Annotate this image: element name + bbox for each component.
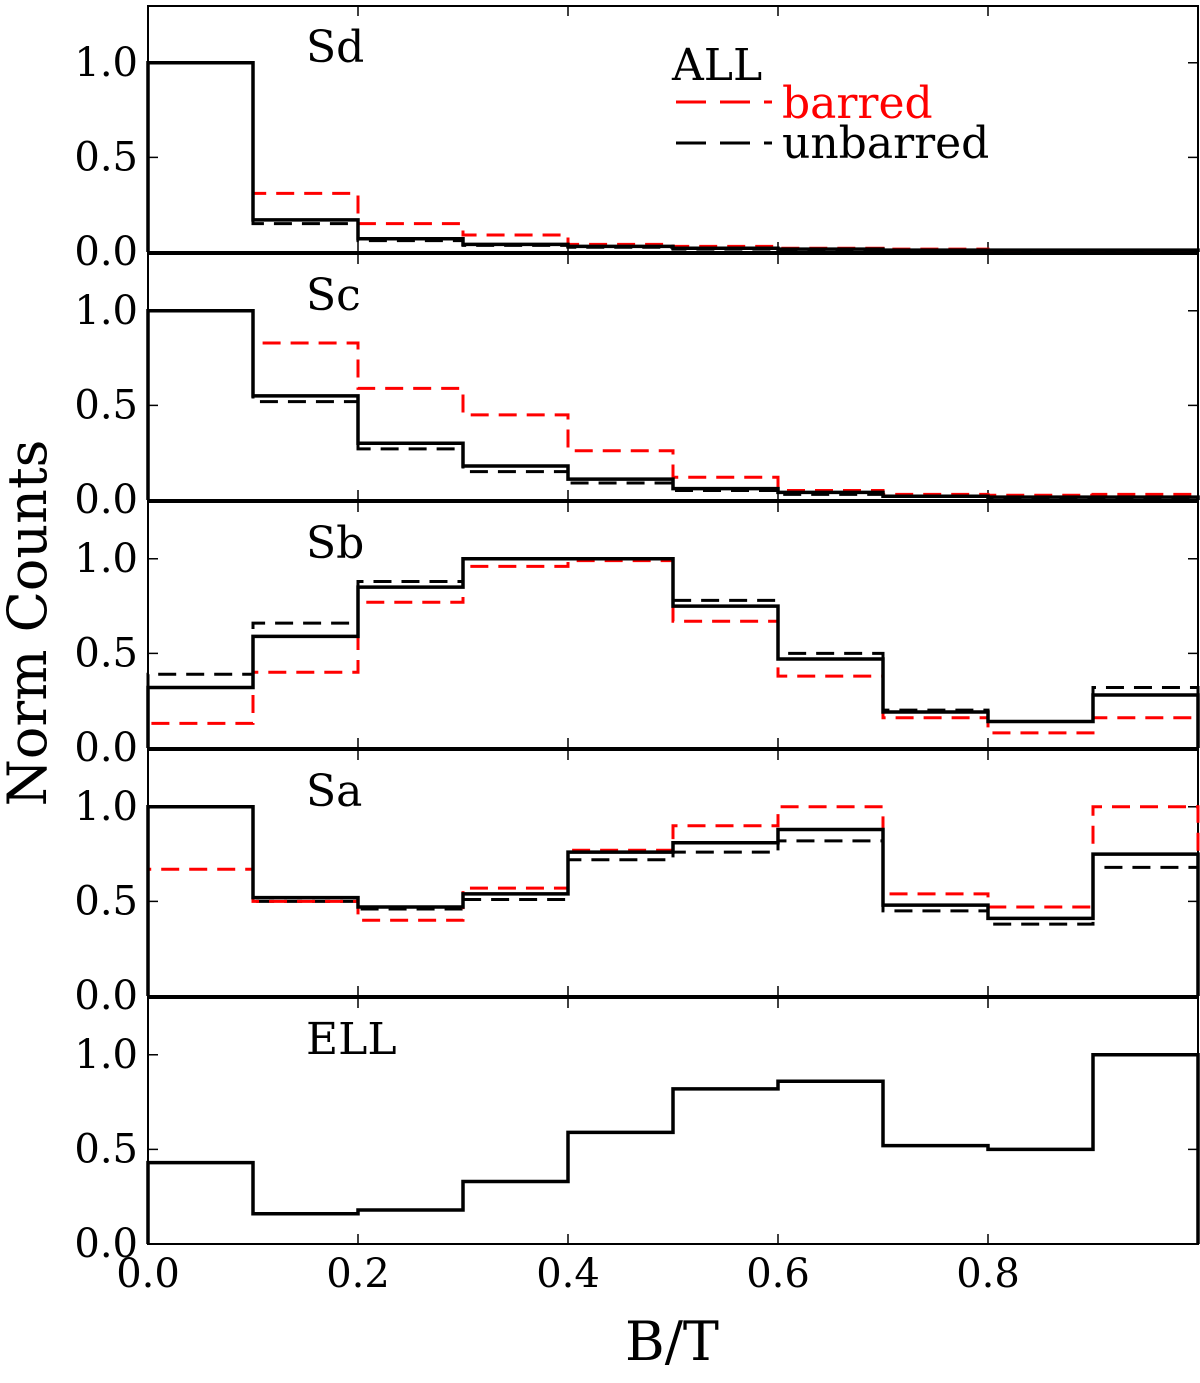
series-all-ell [146,1053,1200,1244]
y-tick-label: 0.0 [74,477,138,523]
panel-ell: 0.0 0.5 1.0 ELL [74,997,1200,1267]
panel-label-sb: Sb [306,518,364,569]
legend-label-unbarred: unbarred [782,118,989,169]
x-tick-labels: 0.0 0.2 0.4 0.6 0.8 [116,1251,1020,1297]
panel-frame [147,501,1199,749]
y-axis-label: Norm Counts [0,440,59,807]
x-tick-label: 0.0 [116,1251,180,1297]
legend-title: ALL [671,40,762,91]
y-tick-label: 0.5 [74,878,138,924]
series-barred-sa [146,805,1200,996]
x-tick-label: 0.6 [746,1251,810,1297]
y-tick-label: 1.0 [74,1032,138,1078]
y-tick-label: 0.5 [74,630,138,676]
series-all-sb [146,557,1200,748]
series-barred-sc [146,309,1200,500]
x-tick-label: 0.2 [326,1251,390,1297]
panel-label-sa: Sa [306,766,362,817]
series-all-sd [146,61,1200,252]
y-tick-label: 1.0 [74,784,138,830]
y-tick-label: 1.0 [74,536,138,582]
series-all-sc [146,309,1200,500]
panel-label-sd: Sd [306,22,364,73]
y-tick-label: 0.5 [74,382,138,428]
legend-label-barred: barred [782,78,933,129]
panel-sd: 0.0 0.5 1.0 Sd [74,5,1200,275]
y-tick-label: 0.0 [74,973,138,1019]
y-tick-label: 0.0 [74,1221,138,1267]
panel-sc: 0.0 0.5 1.0 Sc [74,253,1200,523]
series-unbarred-sd [146,61,1200,253]
panel-label-sc: Sc [306,270,361,321]
panels-group: 0.0 0.5 1.0 Sd 0.0 0.5 1.0 Sc 0.0 0.5 1.0 Sb 0.0 0.5 1… [74,5,1200,1297]
panel-label-ell: ELL [306,1014,397,1065]
y-tick-label: 0.0 [74,725,138,771]
series-unbarred-sa [146,805,1200,996]
y-tick-label: 1.0 [74,288,138,334]
x-tick-label: 0.8 [956,1251,1020,1297]
panel-sa: 0.0 0.5 1.0 Sa [74,749,1200,1019]
x-axis-label: B/T [625,1310,719,1373]
y-tick-label: 0.0 [74,229,138,275]
x-tick-label: 0.4 [536,1251,600,1297]
y-tick-label: 1.0 [74,40,138,86]
panel-sb: 0.0 0.5 1.0 Sb [74,501,1200,771]
series-all-sa [146,805,1200,996]
y-tick-label: 0.5 [74,134,138,180]
legend: ALL barred unbarred [671,40,989,169]
y-tick-label: 0.5 [74,1126,138,1172]
